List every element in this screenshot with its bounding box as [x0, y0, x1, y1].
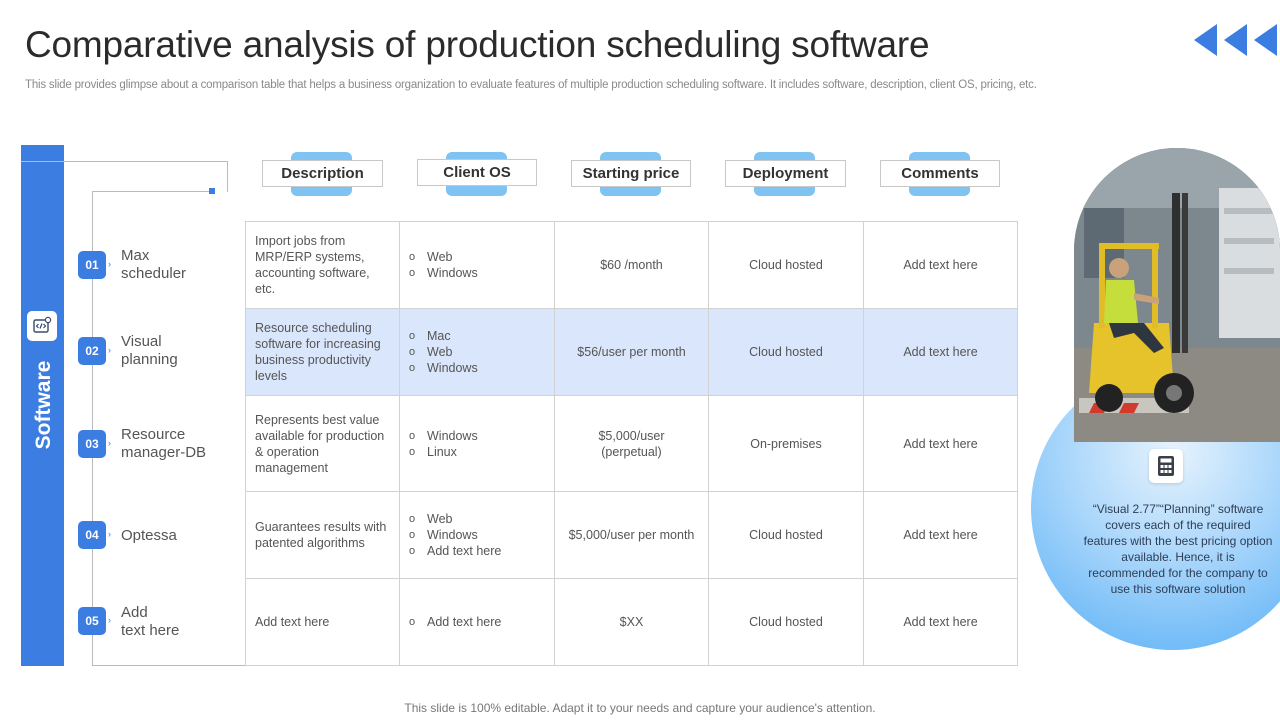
description-cell: Import jobs from MRP/ERP systems, accoun…	[245, 221, 400, 309]
software-name: Max scheduler	[121, 247, 187, 282]
description-cell: Guarantees results with patented algorit…	[245, 491, 400, 579]
page-subtitle: This slide provides glimpse about a comp…	[25, 79, 1037, 91]
description-cell: Add text here	[245, 578, 400, 666]
client-os-cell: WebWindows	[399, 221, 555, 309]
comparison-table: Import jobs from MRP/ERP systems, accoun…	[245, 221, 1018, 666]
price-cell: $5,000/user (perpetual)	[554, 395, 709, 492]
connector-line	[21, 161, 228, 162]
row-number-badge: 03	[78, 430, 106, 458]
chevron-right-icon: ›	[108, 259, 111, 269]
comments-cell: Add text here	[863, 308, 1018, 396]
code-settings-icon	[27, 311, 57, 341]
chevron-right-icon: ›	[108, 438, 111, 448]
software-name: Resource manager-DB	[121, 426, 207, 461]
calculator-icon	[1149, 449, 1183, 483]
software-sidebar	[21, 145, 64, 666]
deployment-cell: On-premises	[708, 395, 864, 492]
software-name: Add text here	[121, 604, 180, 639]
connector-line	[227, 161, 228, 192]
price-cell: $56/user per month	[554, 308, 709, 396]
software-name: Visual planning	[121, 333, 178, 368]
row-number-badge: 04	[78, 521, 106, 549]
comments-cell: Add text here	[863, 578, 1018, 666]
table-row: Guarantees results with patented algorit…	[245, 491, 1018, 579]
table-row: Import jobs from MRP/ERP systems, accoun…	[245, 221, 1018, 309]
chevron-right-icon: ›	[108, 529, 111, 539]
row-number-badge: 05	[78, 607, 106, 635]
footer-note: This slide is 100% editable. Adapt it to…	[404, 701, 876, 715]
column-header-starting-price: Starting price	[571, 160, 691, 187]
os-item: Linux	[409, 444, 545, 460]
os-item: Windows	[409, 265, 545, 281]
column-header-deployment: Deployment	[725, 160, 846, 187]
client-os-cell: MacWebWindows	[399, 308, 555, 396]
price-cell: $60 /month	[554, 221, 709, 309]
os-item: Web	[409, 511, 545, 527]
table-row: Add text here Add text here $XX Cloud ho…	[245, 578, 1018, 666]
client-os-cell: Add text here	[399, 578, 555, 666]
recommendation-text: “Visual 2.77”“Planning” software covers …	[1083, 502, 1273, 596]
row-number-badge: 02	[78, 337, 106, 365]
deployment-cell: Cloud hosted	[708, 308, 864, 396]
sidebar-label: Software	[32, 360, 55, 450]
os-item: Windows	[409, 428, 545, 444]
forklift-photo	[1074, 148, 1280, 442]
connector-line	[92, 665, 246, 666]
deployment-cell: Cloud hosted	[708, 491, 864, 579]
description-cell: Represents best value available for prod…	[245, 395, 400, 492]
table-row: Represents best value available for prod…	[245, 395, 1018, 492]
triple-left-chevron-icon[interactable]	[1194, 24, 1280, 56]
column-header-client-os: Client OS	[417, 159, 537, 186]
deployment-cell: Cloud hosted	[708, 578, 864, 666]
column-header-comments: Comments	[880, 160, 1000, 187]
client-os-cell: WindowsLinux	[399, 395, 555, 492]
price-cell: $5,000/user per month	[554, 491, 709, 579]
chevron-right-icon: ›	[108, 345, 111, 355]
software-name: Optessa	[121, 527, 177, 544]
row-number-badge: 01	[78, 251, 106, 279]
deployment-cell: Cloud hosted	[708, 221, 864, 309]
left-arrow-icon	[1194, 24, 1217, 56]
client-os-cell: WebWindowsAdd text here	[399, 491, 555, 579]
comments-cell: Add text here	[863, 491, 1018, 579]
os-item: Mac	[409, 328, 545, 344]
comments-cell: Add text here	[863, 221, 1018, 309]
column-header-description: Description	[262, 160, 383, 187]
os-item: Windows	[409, 527, 545, 543]
price-cell: $XX	[554, 578, 709, 666]
left-arrow-icon	[1224, 24, 1247, 56]
os-item: Web	[409, 249, 545, 265]
comments-cell: Add text here	[863, 395, 1018, 492]
connector-dot	[209, 188, 215, 194]
os-item: Add text here	[409, 614, 545, 630]
connector-line	[92, 191, 93, 666]
os-item: Web	[409, 344, 545, 360]
os-item: Windows	[409, 360, 545, 376]
description-cell: Resource scheduling software for increas…	[245, 308, 400, 396]
page-title: Comparative analysis of production sched…	[25, 24, 930, 65]
table-row-highlighted: Resource scheduling software for increas…	[245, 308, 1018, 396]
connector-line	[92, 191, 212, 192]
left-arrow-icon	[1254, 24, 1277, 56]
chevron-right-icon: ›	[108, 615, 111, 625]
os-item: Add text here	[409, 543, 545, 559]
